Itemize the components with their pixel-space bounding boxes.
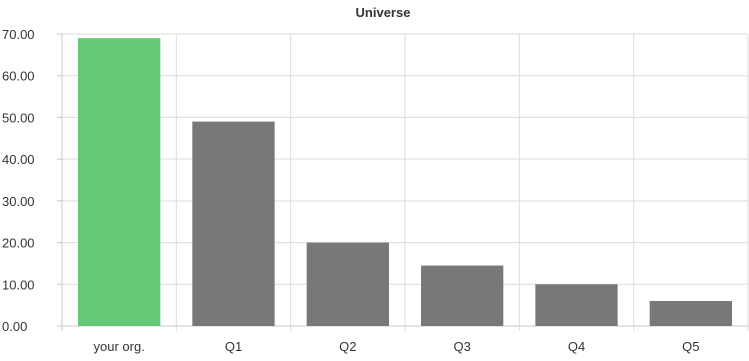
x-tick-label: Q1: [225, 339, 242, 354]
y-tick-label: 60.00: [2, 69, 35, 84]
bar-q2[interactable]: [306, 242, 389, 326]
y-tick-label: 30.00: [2, 194, 35, 209]
bar-q4[interactable]: [535, 284, 618, 326]
x-tick-label: Q2: [339, 339, 356, 354]
bar-q3[interactable]: [421, 265, 504, 326]
bar-layer: [78, 38, 732, 327]
y-tick-label: 10.00: [2, 277, 35, 292]
x-axis-ticks: your org. Q1 Q2 Q3 Q4 Q5: [94, 339, 700, 354]
bar-q5[interactable]: [649, 300, 732, 326]
x-tick-label: Q3: [453, 339, 470, 354]
grid-layer: [57, 33, 749, 331]
bar-q1[interactable]: [192, 121, 275, 326]
bar-your-org[interactable]: [78, 38, 161, 327]
x-tick-label: Q5: [682, 339, 699, 354]
x-tick-label: your org.: [94, 339, 145, 354]
chart-title: Universe: [356, 5, 411, 20]
y-tick-label: 0.00: [2, 319, 27, 334]
y-tick-label: 20.00: [2, 236, 35, 251]
y-tick-label: 50.00: [2, 110, 35, 125]
x-tick-label: Q4: [568, 339, 585, 354]
y-tick-label: 40.00: [2, 152, 35, 167]
y-tick-label: 70.00: [2, 27, 35, 42]
y-axis-ticks: 0.00 10.00 20.00 30.00 40.00 50.00 60.00 70.00: [2, 27, 35, 334]
